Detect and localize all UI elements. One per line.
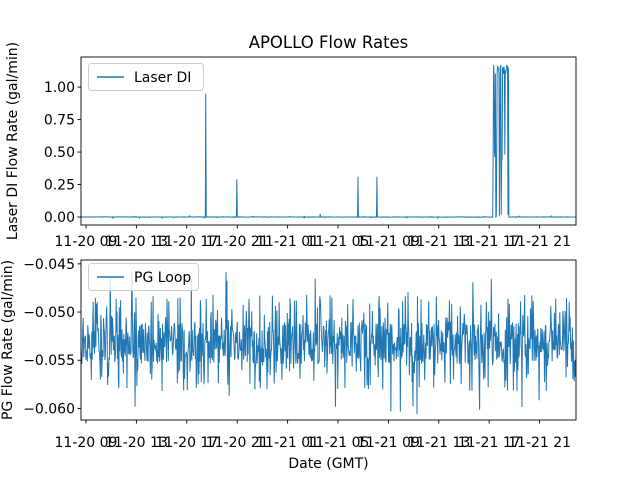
top-x-tick-label: 11-20 21 <box>206 234 269 250</box>
top-x-tick-label: 11-21 17 <box>458 234 521 250</box>
x-axis-label: Date (GMT) <box>288 456 368 472</box>
top-x-tick-label: 11-20 17 <box>155 234 218 250</box>
top-x-tick-label: 11-21 09 <box>357 234 420 250</box>
bottom-x-tick-label: 11-21 21 <box>508 435 571 451</box>
top-x-tick-label: 11-21 01 <box>256 234 319 250</box>
bottom-y-tick-label: −0.060 <box>23 401 75 417</box>
figure-title: APOLLO Flow Rates <box>249 33 409 52</box>
bottom-legend-label: PG Loop <box>134 270 191 286</box>
bottom-y-tick-label: −0.050 <box>23 305 75 321</box>
top-x-tick-label: 11-21 05 <box>307 234 370 250</box>
top-legend-label: Laser DI <box>134 70 191 86</box>
bottom-y-tick-label: −0.055 <box>23 353 75 369</box>
top-y-tick-label: 0.25 <box>44 178 75 194</box>
bottom-x-tick-label: 11-21 05 <box>307 435 370 451</box>
top-y-tick-label: 1.00 <box>44 80 75 96</box>
top-axes-frame <box>80 56 577 226</box>
bottom-x-tick-label: 11-20 17 <box>155 435 218 451</box>
legend-frame <box>88 63 204 91</box>
bottom-ylabel: PG Flow Rate (gal/min) <box>0 260 16 420</box>
bottom-y-tick-label: −0.045 <box>23 257 75 273</box>
bottom-x-tick-label: 11-20 13 <box>105 435 168 451</box>
legend-frame <box>88 263 199 291</box>
top-legend: Laser DI <box>88 63 204 91</box>
top-y-tick-label: 0.50 <box>44 145 75 161</box>
top-x-tick-label: 11-21 13 <box>407 234 470 250</box>
bottom-data-line <box>80 271 577 415</box>
bottom-x-tick-label: 11-21 09 <box>357 435 420 451</box>
top-x-tick-label: 11-20 13 <box>105 234 168 250</box>
top-y-tick-label: 0.00 <box>44 210 75 226</box>
bottom-x-tick-label: 11-21 01 <box>256 435 319 451</box>
bottom-legend: PG Loop <box>88 263 199 291</box>
bottom-x-tick-label: 11-20 09 <box>55 435 118 451</box>
top-x-tick-label: 11-20 09 <box>55 234 118 250</box>
bottom-x-tick-label: 11-21 17 <box>458 435 521 451</box>
bottom-axes-frame <box>80 259 577 421</box>
bottom-x-tick-label: 11-21 13 <box>407 435 470 451</box>
top-ylabel: Laser DI Flow Rate (gal/min) <box>5 42 21 240</box>
top-y-tick-label: 0.75 <box>44 113 75 129</box>
top-data-line <box>80 64 577 220</box>
bottom-x-tick-label: 11-20 21 <box>206 435 269 451</box>
top-x-tick-label: 11-21 21 <box>508 234 571 250</box>
